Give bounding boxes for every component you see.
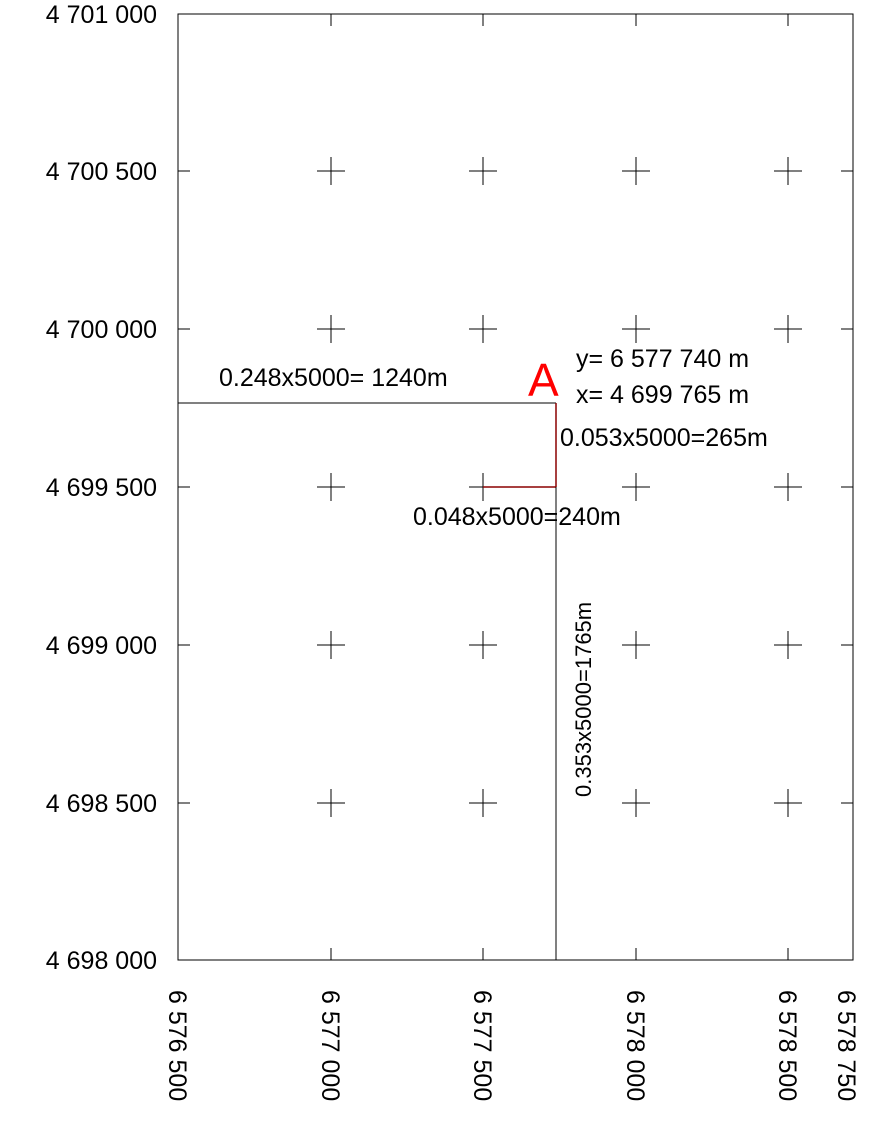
grid-cross <box>774 789 802 817</box>
point-a-x-coordinate: x= 4 699 765 m <box>576 381 749 409</box>
x-label: 6 577 000 <box>316 990 344 1101</box>
grid-cross <box>469 789 497 817</box>
grid-cross <box>774 473 802 501</box>
grid-cross <box>317 473 345 501</box>
measure-label-vertical-grid: 0.053x5000=265m <box>560 424 768 452</box>
grid-cross <box>317 315 345 343</box>
x-label: 6 577 500 <box>468 990 496 1101</box>
grid-cross <box>622 789 650 817</box>
measure-label-vertical-frame: 0.353x5000=1765m <box>571 602 596 797</box>
y-axis-labels: 4 701 000 4 700 500 4 700 000 4 699 500 … <box>46 1 157 975</box>
grid-cross <box>469 315 497 343</box>
y-label: 4 700 500 <box>46 158 157 186</box>
grid-cross <box>469 631 497 659</box>
left-edge-ticks <box>178 170 190 804</box>
grid-cross <box>317 157 345 185</box>
grid-cross <box>622 315 650 343</box>
grid-cross <box>622 631 650 659</box>
grid-cross <box>622 157 650 185</box>
y-label: 4 701 000 <box>46 1 157 29</box>
right-edge-ticks <box>841 170 853 804</box>
x-label: 6 578 500 <box>773 990 801 1101</box>
x-label: 6 578 000 <box>621 990 649 1101</box>
x-axis-labels: 6 576 500 6 577 000 6 577 500 6 578 000 … <box>163 990 860 1101</box>
bottom-edge-ticks <box>330 948 789 960</box>
y-label: 4 698 500 <box>46 790 157 818</box>
y-label: 4 698 000 <box>46 947 157 975</box>
point-a-label: A <box>528 354 559 406</box>
grid-crosses <box>317 157 802 817</box>
grid-cross <box>774 631 802 659</box>
grid-cross <box>774 315 802 343</box>
point-a-y-coordinate: y= 6 577 740 m <box>576 345 749 373</box>
grid-cross <box>317 631 345 659</box>
y-label: 4 699 000 <box>46 632 157 660</box>
grid-cross <box>774 157 802 185</box>
grid-cross <box>469 157 497 185</box>
x-label: 6 578 750 <box>832 990 860 1101</box>
top-edge-ticks <box>330 14 789 26</box>
grid-cross <box>622 473 650 501</box>
grid-cross <box>317 789 345 817</box>
measure-label-horizontal-frame: 0.248x5000= 1240m <box>219 364 448 392</box>
x-label: 6 576 500 <box>163 990 191 1101</box>
measure-label-horizontal-grid: 0.048x5000=240m <box>413 503 621 531</box>
y-label: 4 700 000 <box>46 316 157 344</box>
y-label: 4 699 500 <box>46 474 157 502</box>
